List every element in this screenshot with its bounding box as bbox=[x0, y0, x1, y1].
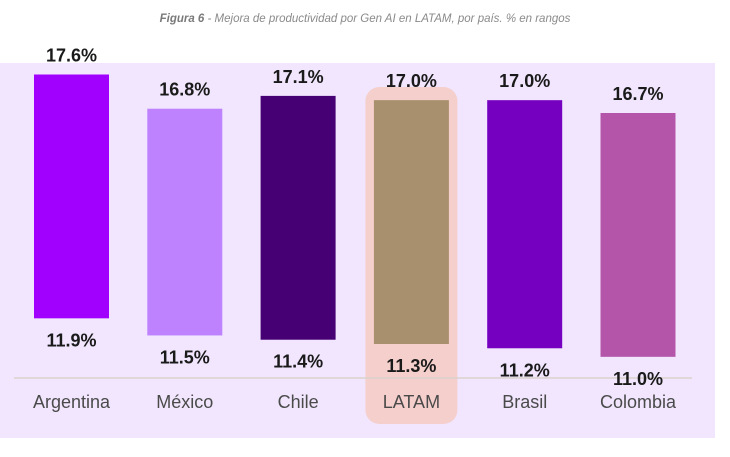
figure-number: Figura 6 bbox=[159, 13, 205, 25]
category-label-chile: Chile bbox=[278, 392, 319, 412]
high-label-chile: 17.1% bbox=[273, 67, 324, 87]
high-label-latam: 17.0% bbox=[386, 71, 437, 91]
low-label-mexico: 11.5% bbox=[160, 347, 210, 367]
low-label-argentina: 11.9% bbox=[46, 330, 96, 350]
category-label-latam: LATAM bbox=[383, 392, 440, 412]
high-label-argentina: 17.6% bbox=[46, 46, 97, 66]
high-label-mexico: 16.8% bbox=[159, 80, 210, 100]
bar-chile bbox=[260, 95, 336, 340]
low-label-brasil: 11.2% bbox=[500, 360, 550, 380]
bar-mexico bbox=[147, 108, 223, 336]
category-label-mexico: México bbox=[156, 392, 213, 412]
low-label-latam: 11.3% bbox=[386, 356, 436, 376]
bar-argentina bbox=[34, 74, 109, 319]
low-label-colombia: 11.0% bbox=[613, 369, 663, 389]
bar-brasil bbox=[487, 100, 563, 349]
figure-caption: Figura 6 - Mejora de productividad por G… bbox=[0, 13, 730, 25]
category-label-colombia: Colombia bbox=[600, 392, 677, 412]
bar-colombia bbox=[600, 113, 676, 357]
high-label-brasil: 17.0% bbox=[499, 71, 550, 91]
category-label-brasil: Brasil bbox=[502, 392, 547, 412]
high-label-colombia: 16.7% bbox=[612, 84, 663, 104]
figure-caption-text: - Mejora de productividad por Gen AI en … bbox=[204, 13, 571, 25]
bar-latam bbox=[373, 100, 449, 345]
chart-panel bbox=[0, 63, 715, 438]
category-label-argentina: Argentina bbox=[33, 392, 111, 412]
low-label-chile: 11.4% bbox=[273, 352, 323, 372]
